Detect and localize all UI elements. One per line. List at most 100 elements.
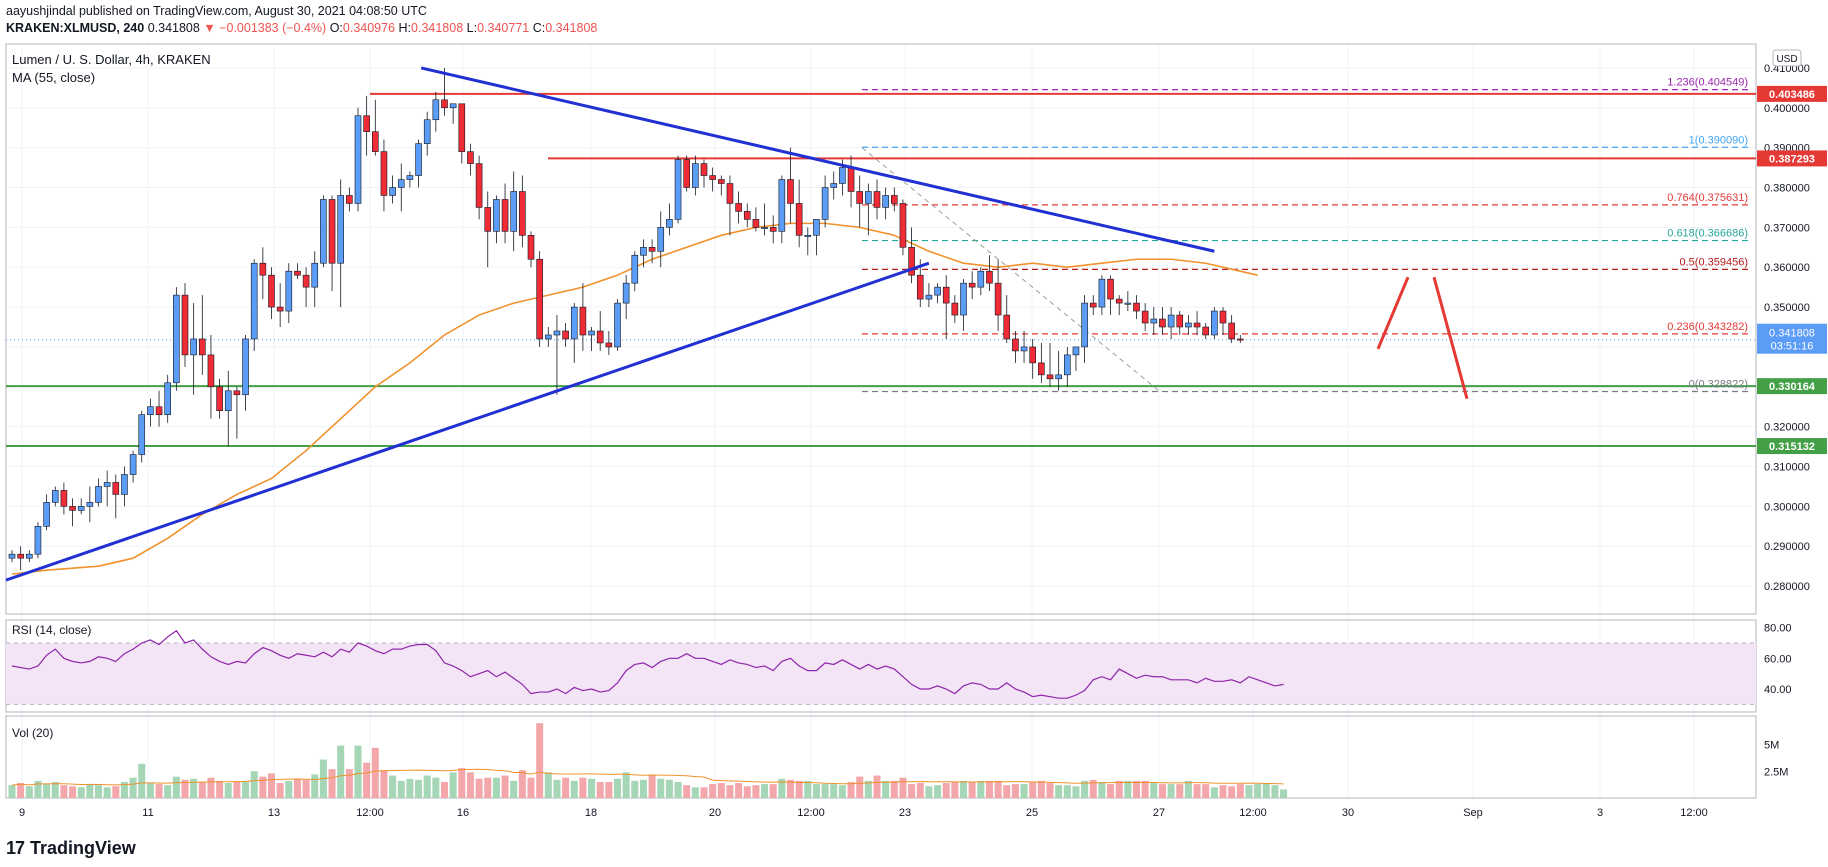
vol-label: Vol (20) <box>12 726 53 740</box>
candle-up <box>1150 318 1158 324</box>
volume-bar <box>717 783 725 798</box>
candle-down <box>1219 310 1227 324</box>
price-tick-label: 0.350000 <box>1764 302 1810 314</box>
volume-bar <box>908 784 916 798</box>
footer-brand[interactable]: 17 TradingView <box>6 838 136 859</box>
last-price-countdown: 03:51:16 <box>1771 341 1814 353</box>
volume-bar <box>129 777 137 798</box>
volume-bar <box>596 781 604 798</box>
volume-bar <box>207 777 215 798</box>
candle-up <box>1124 302 1132 305</box>
fib-level-label: 0.618(0.366686) <box>1667 228 1748 240</box>
volume-bar <box>259 776 267 798</box>
volume-bar <box>233 781 241 798</box>
candle-up <box>43 502 50 527</box>
candle-down <box>276 306 284 312</box>
candle-down <box>873 191 881 208</box>
price-tick-label: 0.290000 <box>1764 541 1810 553</box>
currency-badge[interactable] <box>1772 49 1802 67</box>
candle-up <box>1072 346 1080 356</box>
volume-bar <box>1020 784 1028 798</box>
candle-up <box>553 330 561 336</box>
price-tick-label: 0.370000 <box>1764 222 1810 234</box>
candle-up <box>977 270 985 288</box>
volume-bar <box>518 770 526 798</box>
volume-bar <box>527 777 535 798</box>
candle-down <box>112 482 120 495</box>
time-tick-label: 30 <box>1342 807 1354 819</box>
candle-down <box>17 553 24 559</box>
candle-down <box>1089 302 1097 308</box>
candle-down <box>501 199 509 232</box>
volume-bar <box>1236 784 1244 798</box>
candle-down <box>1115 298 1123 304</box>
volume-bar <box>95 785 102 798</box>
fibonacci-retracement: 1.236(0.404549) 1(0.390090) 0.764(0.375631… <box>861 77 1752 393</box>
time-tick-label: 27 <box>1153 807 1165 819</box>
time-tick-label: 12:00 <box>1680 807 1708 819</box>
candle-up <box>77 506 85 511</box>
volume-bar <box>968 781 976 798</box>
candle-up <box>138 414 146 455</box>
low-label: L: <box>466 21 478 35</box>
symbol[interactable]: KRAKEN:XLMUSD, 240 <box>6 21 145 35</box>
fib-anchor-line <box>861 147 1161 392</box>
volume-bar <box>847 781 855 798</box>
time-tick-label: 13 <box>268 807 280 819</box>
candle-down <box>700 163 708 176</box>
resistance-price-tag <box>1757 150 1827 167</box>
candle-down <box>908 246 915 276</box>
candle-up <box>544 334 552 340</box>
volume-bar <box>181 779 189 798</box>
high-value: 0.341808 <box>411 21 464 35</box>
low-value: 0.340771 <box>477 21 530 35</box>
volume-bar <box>1167 784 1175 798</box>
volume-bar <box>1081 780 1089 798</box>
fib-level-label: 0(0.328822) <box>1689 378 1748 390</box>
candle-up <box>449 103 457 109</box>
volume-bar <box>1029 781 1037 798</box>
candle-down <box>294 270 301 276</box>
volume-bar <box>562 777 570 798</box>
volume-bar <box>484 777 492 798</box>
candle-up <box>692 163 699 188</box>
candle-up <box>570 306 578 340</box>
candle-down <box>726 183 734 204</box>
volume-bar <box>466 772 474 798</box>
volume-bar <box>510 780 518 798</box>
volume-bar <box>1210 787 1218 798</box>
volume-bar <box>934 785 942 798</box>
ohlc-bar: KRAKEN:XLMUSD, 240 0.341808 ▼ −0.001383 … <box>6 21 597 35</box>
volume-bar <box>172 776 180 798</box>
volume-bar <box>354 745 362 798</box>
candle-up <box>25 553 33 559</box>
volume-bar <box>120 781 128 798</box>
volume-bar <box>146 783 154 798</box>
volume-bar <box>380 770 388 798</box>
candle-down <box>1228 322 1235 340</box>
candle-up <box>631 254 639 284</box>
volume-bar <box>337 745 345 798</box>
candle-up <box>320 199 327 264</box>
candle-down <box>562 330 569 340</box>
volume-bar <box>1072 786 1080 798</box>
candle-up <box>821 187 829 220</box>
candle-up <box>51 490 59 503</box>
candle-down <box>181 294 189 356</box>
volume-bar <box>985 780 993 798</box>
volume-bar <box>821 784 829 798</box>
time-tick-label: 20 <box>709 807 721 819</box>
volume-bar <box>423 775 431 798</box>
volume-bar <box>250 771 258 798</box>
time-tick-label: 12:00 <box>797 807 825 819</box>
volume-pane <box>8 723 1288 798</box>
volume-bar <box>1280 789 1288 798</box>
volume-bar <box>43 784 51 798</box>
volume-bar <box>752 785 760 798</box>
candle-down <box>268 274 275 308</box>
volume-bar <box>432 777 440 798</box>
candle-up <box>173 294 180 384</box>
candle-up <box>1185 322 1192 328</box>
candle-down <box>441 99 448 109</box>
